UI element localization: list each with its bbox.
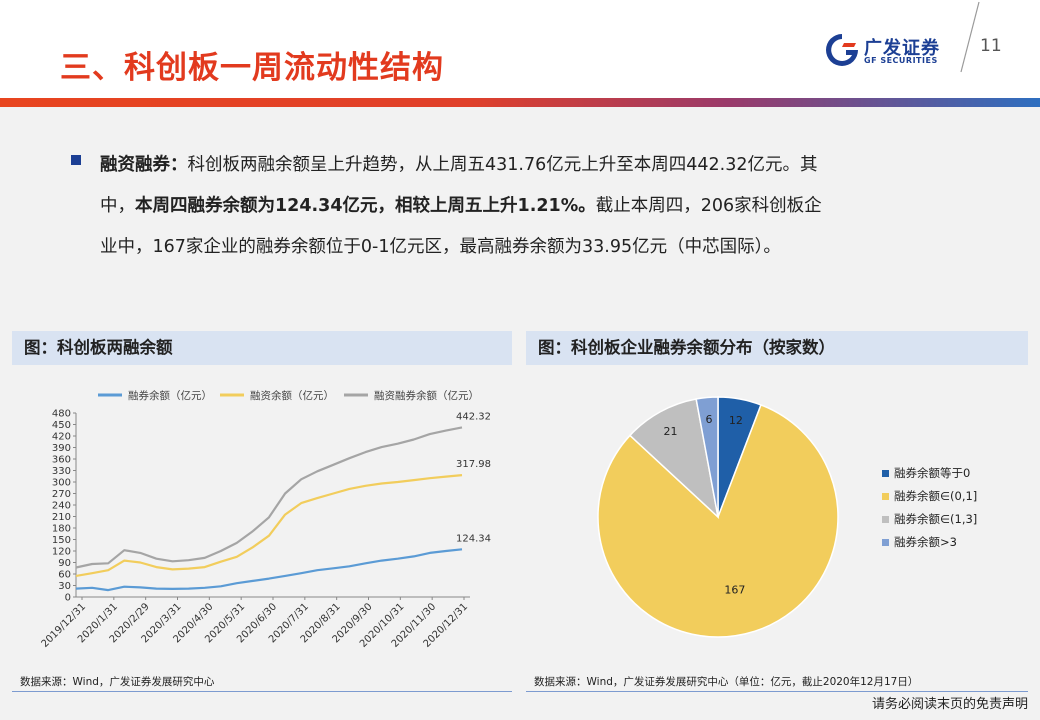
pie-legend-label: 融券余额∈(0,1]: [894, 489, 977, 503]
paragraph-line-3: 业中，167家企业的融券余额位于0-1亿元区，最高融券余额为33.95亿元（中芯…: [100, 237, 781, 257]
y-tick-label: 60: [58, 570, 71, 581]
y-tick-label: 90: [58, 558, 71, 569]
y-tick-label: 330: [52, 466, 71, 477]
pie-legend-label: 融券余额>3: [894, 535, 957, 549]
y-tick-label: 450: [52, 420, 71, 431]
paragraph-line-2-bold: 本周四融券余额为124.34亿元，相较上周五上升1.21%。: [135, 196, 596, 216]
slide-title: 三、科创板一周流动性结构: [60, 50, 444, 86]
end-value-label: 317.98: [456, 459, 491, 470]
y-tick-label: 270: [52, 489, 71, 500]
series-line: [75, 474, 463, 577]
legend-label: 融资余额（亿元）: [250, 389, 334, 402]
right-chart-source: 数据来源：Wind，广发证券发展研究中心（单位：亿元，截止2020年12月17日…: [534, 676, 919, 688]
y-tick-label: 390: [52, 443, 71, 454]
pie-value-label: 6: [706, 413, 713, 426]
bullet-square-icon: [71, 155, 81, 165]
y-tick-label: 120: [52, 547, 71, 558]
pie-legend-label: 融券余额等于0: [894, 466, 970, 480]
y-tick-label: 300: [52, 478, 71, 489]
pie-slice: [597, 403, 839, 638]
y-tick-label: 150: [52, 535, 71, 546]
content-area: 融资融券：科创板两融余额呈上升趋势，从上周五431.76亿元上升至本周四442.…: [0, 107, 1040, 720]
right-source-divider: [526, 691, 1028, 692]
margin-balance-line-chart: 融券余额（亿元） 融资余额（亿元） 融资融券余额（亿元）03060901201501…: [40, 389, 491, 650]
y-tick-label: 360: [52, 455, 71, 466]
paragraph-line-2-text: 截止本周四，206家科创板企: [595, 196, 822, 216]
disclaimer: 请务必阅读末页的免责声明: [871, 697, 1028, 712]
series-line: [75, 548, 463, 592]
pie-legend-swatch: [882, 470, 889, 477]
header-color-bar: [0, 98, 1040, 107]
left-chart-source: 数据来源：Wind，广发证券发展研究中心: [20, 676, 215, 688]
legend-label: 融资融券余额（亿元）: [374, 389, 479, 402]
pie-slice: [628, 398, 720, 520]
end-value-label: 124.34: [456, 533, 491, 544]
pie-value-label: 12: [729, 414, 743, 427]
y-tick-label: 0: [65, 593, 71, 604]
pie-legend-swatch: [882, 516, 889, 523]
logo-emblem-icon: [826, 34, 858, 66]
short-balance-pie-chart: 12 167 21 6 融券余额等于0 融券余额∈(0,1] 融券余额∈(1,3] 融券余额>…: [597, 396, 977, 638]
paragraph-lead: 融资融券：: [100, 155, 188, 175]
pie-value-label: 21: [664, 425, 678, 438]
end-value-label: 442.32: [456, 411, 491, 422]
pie-legend-label: 融券余额∈(1,3]: [894, 512, 977, 526]
y-tick-label: 420: [52, 432, 71, 443]
pie-legend-swatch: [882, 539, 889, 546]
paragraph-line-1: 融资融券：科创板两融余额呈上升趋势，从上周五431.76亿元上升至本周四442.…: [100, 145, 817, 186]
logo-text-cn: 广发证券: [864, 38, 940, 59]
y-tick-label: 240: [52, 501, 71, 512]
paragraph-line-2-pre: 中，: [100, 196, 135, 216]
paragraph-line-1-text: 科创板两融余额呈上升趋势，从上周五431.76亿元上升至本周四442.32亿元。…: [187, 155, 818, 175]
pie-legend-swatch: [882, 493, 889, 500]
page-number: 11: [980, 36, 1002, 56]
legend-label: 融券余额（亿元）: [128, 389, 212, 402]
y-tick-label: 210: [52, 512, 71, 523]
y-tick-label: 480: [52, 409, 71, 420]
left-source-divider: [12, 691, 512, 692]
right-chart-title: 图：科创板企业融券余额分布（按家数）: [526, 331, 1028, 365]
header: 三、科创板一周流动性结构 广发证券 GF SECURITIES 11: [0, 0, 1040, 108]
logo-text-en: GF SECURITIES: [864, 56, 938, 65]
y-tick-label: 180: [52, 524, 71, 535]
left-chart-title: 图：科创板两融余额: [12, 331, 512, 365]
header-divider: [960, 1, 980, 73]
pie-slice: [695, 396, 719, 518]
y-tick-label: 30: [58, 581, 71, 592]
pie-value-label: 167: [724, 583, 745, 596]
paragraph-line-2: 中，本周四融券余额为124.34亿元，相较上周五上升1.21%。截止本周四，20…: [100, 186, 822, 227]
gf-securities-logo: 广发证券 GF SECURITIES: [822, 30, 952, 72]
series-line: [75, 426, 463, 569]
